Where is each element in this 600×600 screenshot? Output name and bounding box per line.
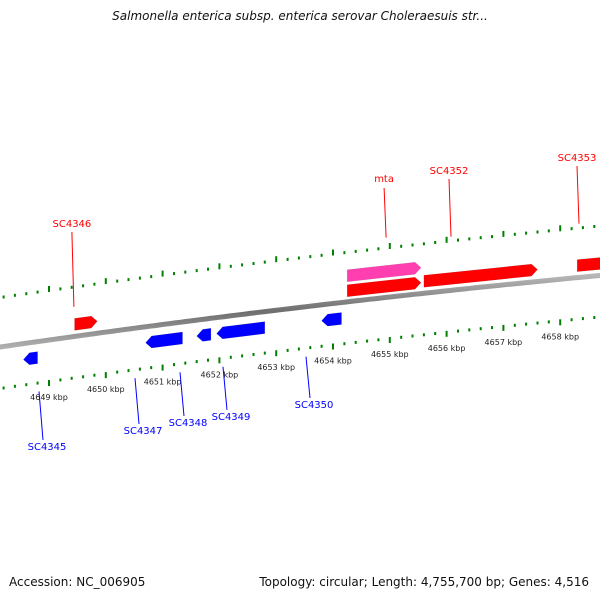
gene-label[interactable]: SC4345 [28, 442, 67, 453]
scale-labels: 4649 kbp 4650 kbp 4651 kbp 4652 kbp 4653 kbp… [30, 332, 579, 402]
scale-label: 4651 kbp [144, 378, 182, 387]
gene-leader-line [305, 356, 311, 399]
accession-label: Accession: [9, 575, 73, 589]
gene-label[interactable]: SC4347 [124, 426, 163, 437]
scale-label: 4657 kbp [485, 338, 523, 347]
gene-arrow[interactable] [23, 351, 38, 366]
gene-labels: SC4345 SC4346 SC4347 SC4348 SC4349 SC4350 mta S… [28, 153, 597, 453]
genes-label: Genes: [508, 575, 551, 589]
scale-label: 4655 kbp [371, 350, 409, 359]
length-label: Length: [371, 575, 418, 589]
forward-strand-ticks [2, 225, 596, 299]
gene-label[interactable]: SC4349 [212, 412, 251, 423]
gene-track [23, 255, 600, 366]
gene-leader-line [222, 366, 228, 411]
gene-label[interactable]: SC4350 [295, 400, 334, 411]
gene-label[interactable]: SC4353 [558, 153, 597, 164]
topology-value: circular [319, 575, 364, 589]
scale-label: 4650 kbp [87, 385, 125, 394]
gene-leader-line [179, 372, 185, 417]
gene-label[interactable]: mta [374, 174, 394, 185]
gene-arrow[interactable] [346, 276, 422, 298]
genome-backbone [0, 272, 600, 350]
genome-stats: Topology: circular; Length: 4,755,700 bp… [259, 575, 589, 589]
gene-arrow[interactable] [346, 261, 422, 283]
scale-label: 4652 kbp [201, 370, 239, 379]
gene-arrow[interactable] [74, 315, 98, 331]
gene-leader-line [448, 178, 452, 237]
accession-value: NC_006905 [76, 575, 146, 589]
map-title: Salmonella enterica subsp. enterica sero… [112, 9, 488, 23]
gene-leader-line [383, 187, 387, 238]
accession-info: Accession: NC_006905 [9, 575, 145, 589]
gene-label[interactable]: SC4352 [430, 166, 469, 177]
gene-leader-line [71, 231, 75, 307]
gene-arrow[interactable] [196, 328, 212, 342]
gene-leader-line [134, 378, 140, 425]
genes-value: 4,516 [554, 575, 589, 589]
scale-label: 4649 kbp [30, 393, 68, 402]
scale-label: 4656 kbp [428, 344, 466, 353]
gene-label[interactable]: SC4346 [53, 219, 92, 230]
length-value: 4,755,700 bp [420, 575, 501, 589]
gene-arrow[interactable] [576, 255, 600, 272]
scale-label: 4658 kbp [541, 332, 579, 341]
scale-label: 4653 kbp [257, 363, 295, 372]
gene-arrow[interactable] [216, 321, 266, 340]
gene-leader-line [576, 165, 580, 224]
gene-arrow[interactable] [321, 312, 342, 327]
gene-arrow[interactable] [423, 263, 538, 288]
gene-arrow[interactable] [145, 331, 183, 349]
scale-label: 4654 kbp [314, 357, 352, 366]
gene-leader-line [38, 391, 44, 441]
gene-label[interactable]: SC4348 [169, 418, 208, 429]
reverse-strand-ticks [2, 316, 596, 390]
topology-label: Topology: [259, 575, 316, 589]
